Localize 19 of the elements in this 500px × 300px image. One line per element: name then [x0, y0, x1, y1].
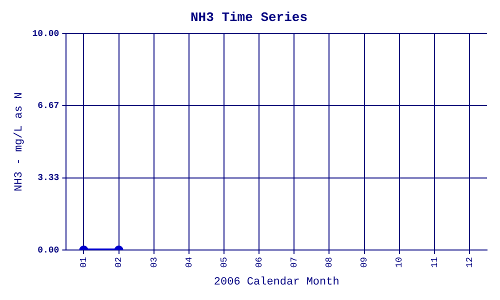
x-tick-label: 02 — [114, 257, 124, 268]
x-tick-label: 05 — [219, 257, 230, 268]
x-tick-label: 03 — [149, 257, 160, 268]
x-tick-label: 10 — [394, 257, 405, 268]
x-axis-title: 2006 Calendar Month — [214, 276, 340, 288]
y-axis-title: NH3 - mg/L as N — [14, 92, 26, 192]
y-tick-label: 0.00 — [38, 245, 60, 256]
x-tick-label: 07 — [290, 257, 300, 268]
x-tick-label: 09 — [360, 257, 370, 268]
x-tick-label: 12 — [464, 257, 475, 268]
y-tick-label: 3.33 — [38, 173, 60, 184]
x-tick-label: 08 — [324, 257, 335, 268]
x-tick-label: 06 — [254, 257, 264, 268]
chart-title: NH3 Time Series — [190, 10, 308, 26]
y-tick-label: 6.67 — [38, 100, 60, 111]
y-tick-label: 10.00 — [32, 28, 60, 39]
x-tick-label: 11 — [430, 257, 440, 268]
x-tick-label: 01 — [79, 257, 90, 268]
x-tick-label: 04 — [184, 257, 194, 268]
